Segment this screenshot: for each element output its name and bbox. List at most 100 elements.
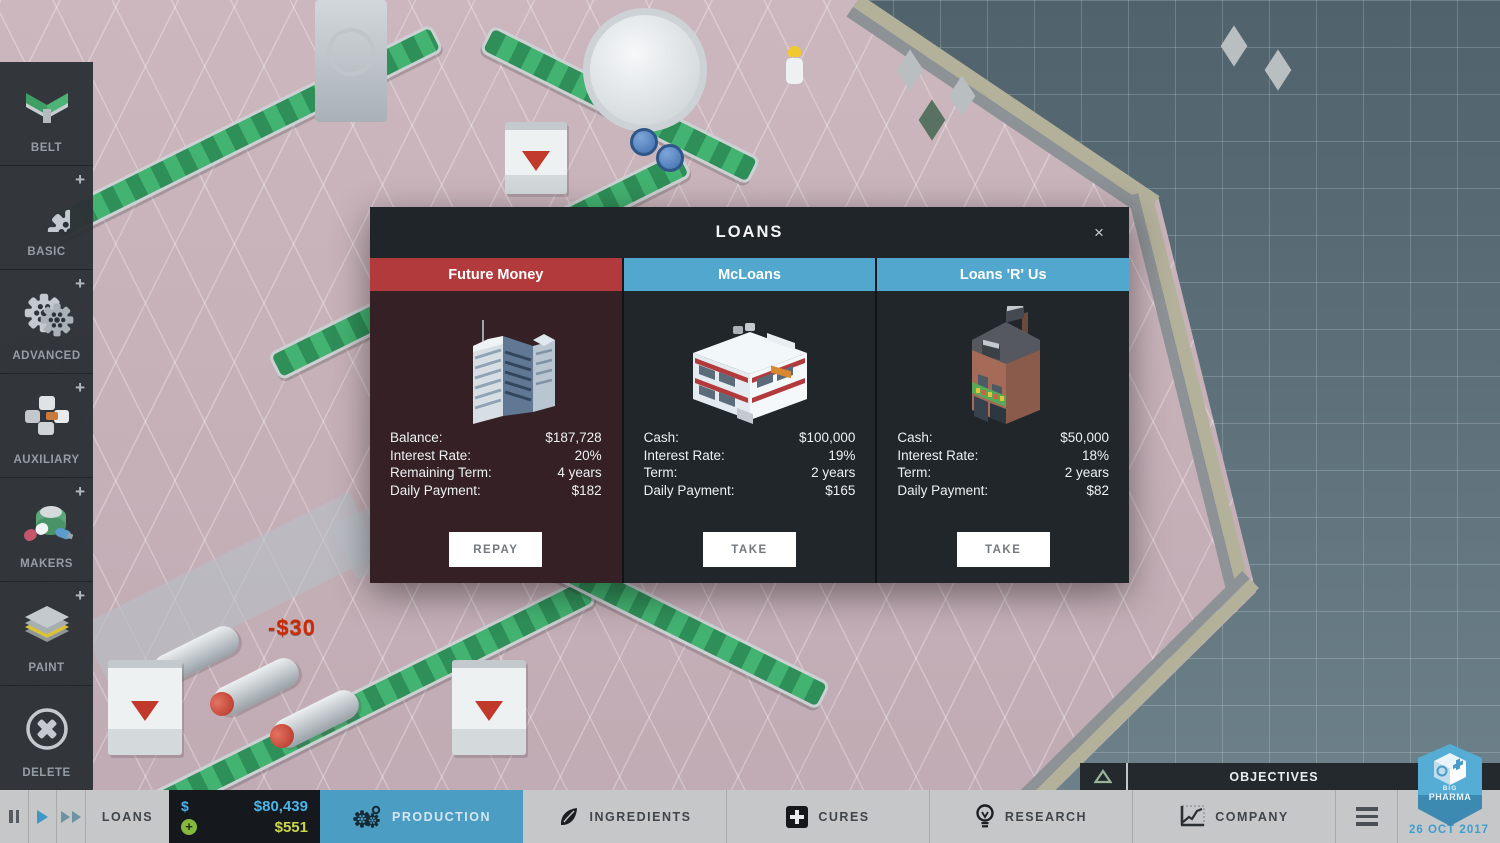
stat-value: 2 years bbox=[1064, 465, 1110, 480]
fast-forward-button[interactable] bbox=[56, 790, 85, 843]
paint-layers-icon bbox=[0, 596, 93, 654]
stat-label: Balance: bbox=[390, 430, 443, 445]
stat-value: $50,000 bbox=[1060, 430, 1110, 445]
loan-stats: Balance: $187,728 Interest Rate: 20% Remai… bbox=[370, 429, 622, 499]
sidebar-item-paint[interactable]: + PAINT bbox=[0, 582, 93, 686]
cash-balance: $80,439 bbox=[253, 797, 308, 815]
tab-loans-r-us[interactable]: Loans 'R' Us bbox=[875, 258, 1130, 291]
stat-label: Term: bbox=[643, 465, 678, 480]
loan-stats: Cash: $50,000 Interest Rate: 18% Term: 2 ye… bbox=[877, 429, 1129, 499]
money-display: $ $80,439 + $551 bbox=[169, 790, 320, 843]
machine-fan bbox=[327, 28, 375, 76]
medical-cross-icon bbox=[786, 805, 809, 828]
sidebar-item-belt[interactable]: BELT bbox=[0, 62, 93, 166]
currency-symbol: $ bbox=[181, 798, 189, 814]
stat-value: 20% bbox=[574, 447, 602, 463]
worker-hardhat bbox=[788, 46, 801, 57]
objectives-title: OBJECTIVES bbox=[1229, 769, 1319, 784]
panel-loans-r-us: Cash: $50,000 Interest Rate: 18% Term: 2 ye… bbox=[875, 291, 1130, 583]
stat-value: 2 years bbox=[811, 465, 856, 480]
sidebar-item-label: PAINT bbox=[28, 662, 65, 674]
sidebar-item-advanced[interactable]: + ADVANCED bbox=[0, 270, 93, 374]
sidebar-item-basic[interactable]: + BASIC bbox=[0, 166, 93, 270]
stat-value: $100,000 bbox=[799, 430, 856, 445]
stat-label: Cash: bbox=[897, 430, 933, 445]
stat-label: Interest Rate: bbox=[643, 447, 725, 463]
barrel bbox=[630, 128, 658, 156]
build-toolbar: BELT + BASIC + ADVANCED + bbox=[0, 62, 93, 790]
dialog-title: LOANS bbox=[715, 223, 784, 241]
stat-label: Cash: bbox=[643, 430, 679, 445]
lightbulb-icon bbox=[975, 803, 995, 830]
tab-future-money[interactable]: Future Money bbox=[370, 258, 622, 291]
auxiliary-machines-icon bbox=[0, 388, 93, 446]
machine-marker bbox=[522, 151, 550, 171]
tab-ingredients[interactable]: INGREDIENTS bbox=[523, 790, 726, 843]
triangle-icon bbox=[1094, 769, 1112, 784]
machine-marker bbox=[131, 700, 159, 721]
close-icon[interactable]: × bbox=[1094, 223, 1104, 242]
loans-dialog: LOANS × Future Money McLoans Loans 'R' U… bbox=[370, 207, 1130, 583]
sidebar-item-auxiliary[interactable]: + AUXILIARY bbox=[0, 374, 93, 478]
loans-button[interactable]: LOANS bbox=[85, 790, 169, 843]
logo-text: BIG PHARMA bbox=[1428, 785, 1472, 802]
loan-stats: Cash: $100,000 Interest Rate: 19% Term: 2 y… bbox=[624, 429, 876, 499]
stat-value: $182 bbox=[571, 482, 602, 498]
tab-mcloans[interactable]: McLoans bbox=[621, 258, 876, 291]
loan-provider-tabs: Future Money McLoans Loans 'R' Us bbox=[370, 258, 1130, 291]
stat-value: $165 bbox=[825, 482, 856, 498]
play-button[interactable] bbox=[28, 790, 56, 843]
objectives-toggle[interactable] bbox=[1080, 763, 1128, 790]
leaf-icon bbox=[558, 806, 580, 828]
expand-plus-icon: + bbox=[75, 378, 85, 397]
fast-forward-icon bbox=[61, 810, 81, 823]
stat-label: Term: bbox=[897, 465, 932, 480]
stat-label: Interest Rate: bbox=[897, 447, 979, 463]
bottom-bar: LOANS $ $80,439 + $551 PRODUCTION bbox=[0, 790, 1500, 843]
worker bbox=[786, 58, 803, 84]
tab-company[interactable]: COMPANY bbox=[1132, 790, 1335, 843]
stat-value: $82 bbox=[1086, 482, 1110, 498]
sidebar-item-label: MAKERS bbox=[20, 558, 73, 570]
expand-plus-icon: + bbox=[75, 170, 85, 189]
income-plus-icon: + bbox=[181, 819, 197, 835]
sidebar-item-label: BELT bbox=[30, 142, 63, 154]
menu-button[interactable] bbox=[1335, 790, 1397, 843]
dialog-header: LOANS × bbox=[370, 207, 1129, 258]
game-date: 26 OCT 2017 bbox=[1408, 824, 1490, 836]
machine-marker bbox=[475, 700, 503, 721]
sidebar-item-label: AUXILIARY bbox=[13, 454, 80, 466]
expand-plus-icon: + bbox=[75, 274, 85, 293]
take-loan-button[interactable]: TAKE bbox=[956, 532, 1050, 567]
repay-button[interactable]: REPAY bbox=[449, 532, 543, 567]
sidebar-item-label: BASIC bbox=[27, 246, 66, 258]
pause-button[interactable] bbox=[0, 790, 28, 843]
stat-label: Interest Rate: bbox=[390, 447, 472, 463]
sidebar-item-delete[interactable]: DELETE bbox=[0, 686, 93, 790]
stat-label: Remaining Term: bbox=[390, 465, 492, 480]
mcloans-building-illustration bbox=[624, 301, 876, 429]
expand-plus-icon: + bbox=[75, 482, 85, 501]
loan-panels: Balance: $187,728 Interest Rate: 20% Remai… bbox=[370, 291, 1130, 583]
tab-cures[interactable]: CURES bbox=[726, 790, 929, 843]
stat-label: Daily Payment: bbox=[897, 482, 989, 498]
sidebar-item-label: DELETE bbox=[22, 767, 71, 779]
tab-research[interactable]: RESEARCH bbox=[929, 790, 1132, 843]
take-loan-button[interactable]: TAKE bbox=[703, 532, 796, 567]
expense-popup: -$30 bbox=[268, 615, 317, 640]
pill-cube-icon bbox=[1434, 753, 1466, 785]
sidebar-item-label: ADVANCED bbox=[12, 350, 81, 362]
chart-icon bbox=[1179, 805, 1205, 829]
loans-r-us-building-illustration bbox=[877, 301, 1129, 429]
sidebar-item-makers[interactable]: + MAKERS bbox=[0, 478, 93, 582]
future-money-building-illustration bbox=[370, 301, 622, 429]
delete-x-icon bbox=[0, 700, 93, 758]
play-icon bbox=[37, 809, 48, 824]
tab-production[interactable]: PRODUCTION bbox=[320, 790, 523, 843]
double-gear-icon bbox=[0, 284, 93, 342]
machine bbox=[452, 660, 526, 755]
stat-value: $187,728 bbox=[545, 430, 602, 445]
expand-plus-icon: + bbox=[75, 586, 85, 605]
stat-value: 19% bbox=[828, 447, 856, 463]
hamburger-icon bbox=[1355, 807, 1378, 826]
